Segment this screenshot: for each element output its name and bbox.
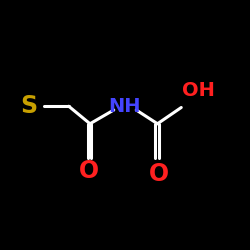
Text: O: O bbox=[149, 162, 169, 186]
Text: S: S bbox=[20, 94, 37, 118]
Text: OH: OH bbox=[182, 80, 215, 100]
Text: O: O bbox=[79, 159, 99, 183]
Text: NH: NH bbox=[108, 97, 140, 116]
